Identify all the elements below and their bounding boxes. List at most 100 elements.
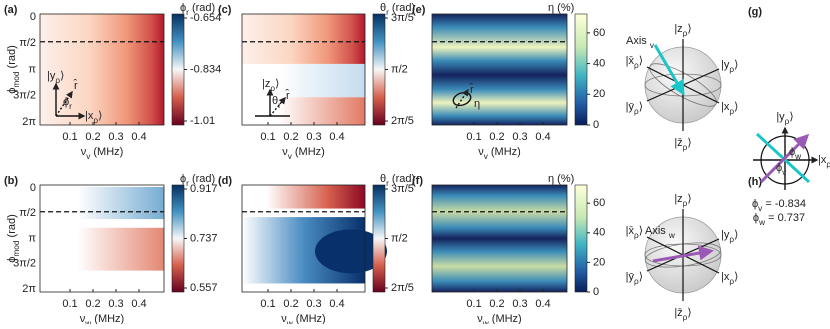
y-tick-label: π — [28, 63, 36, 75]
subscript: ρ — [785, 117, 790, 126]
x-tick-label: 0.3 — [512, 298, 527, 310]
text-part: |y — [721, 229, 730, 241]
text-part: (rad) — [6, 214, 18, 240]
subscript: v — [650, 41, 655, 50]
state-label: |zρ⟩ — [674, 23, 691, 38]
x-tick-label: 0.3 — [108, 131, 123, 143]
y-axis-label: ϕmod (rad) — [6, 214, 21, 263]
heatmap — [242, 14, 365, 64]
colorbar-title: ϕr (rad) — [180, 2, 215, 17]
heatmap — [40, 14, 164, 125]
x-tick-label: 0.1 — [62, 131, 77, 143]
y-tick-label: 3π/2 — [13, 90, 36, 102]
subscript: ρ — [683, 199, 688, 208]
text-part: (MHz) — [91, 313, 124, 324]
y-tick-label: π/2 — [19, 37, 36, 49]
heatmap-band — [40, 187, 164, 220]
panel-label: (c) — [218, 4, 232, 16]
colorbar — [171, 184, 185, 293]
text-part: |z̄ — [674, 307, 682, 319]
text-part: ⟩ — [734, 59, 738, 71]
value-label: ϕv = -0.834 — [752, 198, 806, 213]
panel-label: (b) — [4, 175, 18, 187]
subscript: v — [782, 168, 787, 177]
text-part: ⟩ — [789, 111, 793, 123]
text-part: ϕ — [6, 88, 18, 94]
colorbar-tick-label: 3π/5 — [391, 12, 414, 24]
x-tick-label: 0.4 — [535, 298, 550, 310]
text-part: |z — [262, 78, 270, 90]
subscript: r — [278, 101, 281, 110]
text-part: θ — [380, 173, 386, 185]
plot-frame — [39, 13, 165, 126]
text-part: (rad) — [189, 2, 215, 14]
colorbar — [372, 13, 386, 126]
angle-label: θr — [272, 95, 281, 110]
state-label: |z̄ρ⟩ — [674, 137, 691, 152]
text-part: ⟩ — [639, 225, 643, 237]
subscript: v — [288, 152, 293, 161]
state-label: |yρ⟩ — [721, 59, 738, 74]
subscript: ρ — [683, 29, 688, 38]
heatmap-band — [242, 185, 365, 209]
x-tick-label: 0.1 — [62, 298, 77, 310]
subscript: mod — [12, 240, 21, 256]
subscript: ρ — [729, 235, 734, 244]
x-tick-label: 0.4 — [535, 131, 550, 143]
x-tick-label: 0.1 — [466, 298, 481, 310]
subscript: w — [668, 231, 675, 240]
text-part: |x — [721, 101, 730, 113]
x-axis-label: νw (MHz) — [281, 313, 325, 324]
y-tick-label: 2π — [22, 116, 36, 128]
text-part: Axis — [626, 35, 650, 47]
x-tick-label: 0.3 — [306, 131, 321, 143]
subscript: v — [484, 152, 489, 161]
x-tick-label: 0.2 — [489, 131, 504, 143]
x-axis-label: νv (MHz) — [478, 146, 521, 161]
heatmap-band — [242, 97, 365, 125]
text-part: θ — [380, 2, 386, 14]
colorbar — [171, 13, 185, 126]
text-part: |z — [674, 23, 682, 35]
text-part: |ȳ — [626, 271, 635, 283]
subscript: r — [186, 8, 189, 17]
colorbar-tick-label: 0.737 — [190, 232, 218, 244]
colorbar-tick-label: 40 — [593, 227, 605, 239]
heatmap-blob — [315, 229, 387, 274]
plot-frame — [39, 184, 165, 293]
text-part: ⟩ — [687, 137, 691, 149]
efficiency-label: η — [474, 98, 480, 110]
x-tick-label: 0.4 — [131, 298, 146, 310]
state-label: |xρ⟩ — [85, 110, 102, 125]
text-part: |x — [818, 154, 827, 166]
colorbar-tick-label: 60 — [593, 27, 605, 39]
text-part: ⟩ — [639, 271, 643, 283]
panel-label: (g) — [748, 6, 762, 18]
x-tick-label: 0.2 — [85, 298, 100, 310]
plot-frame — [431, 13, 568, 126]
text-part: |x̄ — [626, 55, 635, 67]
text-part: |x — [85, 110, 94, 122]
subscript: v — [86, 152, 91, 161]
state-label: |zρ⟩ — [674, 193, 691, 208]
x-tick-label: 0.2 — [85, 131, 100, 143]
panel-label: (a) — [4, 4, 18, 16]
colorbar-tick-label: 0.557 — [190, 282, 218, 294]
subscript: ρ — [729, 107, 734, 116]
colorbar — [574, 13, 588, 126]
state-label: |x̄ρ⟩ — [626, 225, 643, 240]
x-tick-label: 0.1 — [260, 298, 275, 310]
panel-label: (d) — [218, 175, 232, 187]
text-part: |z — [674, 193, 682, 205]
subscript: r — [186, 179, 189, 188]
x-axis-label: νv (MHz) — [282, 146, 325, 161]
text-part: ϕ — [180, 173, 186, 185]
subscript: v — [758, 204, 763, 213]
state-label: |xρ⟩ — [721, 101, 738, 116]
text-part: ν — [478, 146, 484, 158]
colorbar-tick-label: π/2 — [391, 232, 408, 244]
text-part: (MHz) — [489, 313, 522, 324]
axis-vector — [653, 44, 685, 96]
heatmap — [432, 14, 567, 125]
unit-vector-label: r̂ — [73, 78, 78, 92]
